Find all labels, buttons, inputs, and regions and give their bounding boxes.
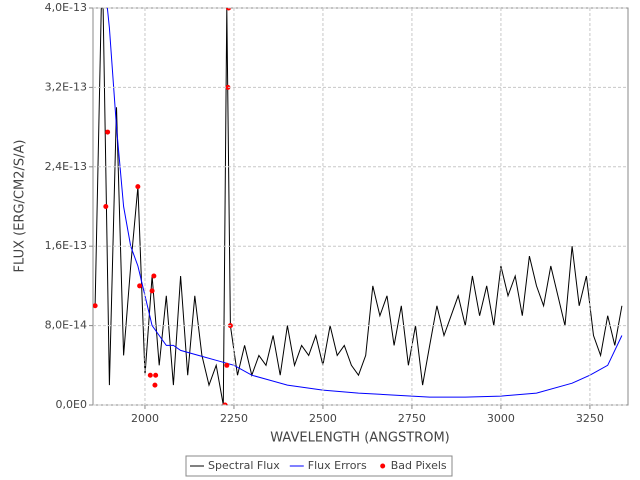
bad-pixel bbox=[226, 8, 232, 11]
bad-pixel bbox=[149, 288, 155, 294]
x-tick-label: 2750 bbox=[398, 412, 426, 425]
bad-pixel bbox=[222, 402, 228, 405]
y-tick-label: 3,2E-13 bbox=[45, 80, 87, 93]
x-tick-label: 3250 bbox=[576, 412, 604, 425]
plot bbox=[93, 8, 623, 405]
legend bbox=[185, 455, 453, 477]
y-tick-label: 0,0E0 bbox=[56, 398, 87, 411]
legend-label: Spectral Flux bbox=[208, 459, 280, 472]
bad-pixel bbox=[153, 372, 159, 378]
x-tick-label: 2250 bbox=[220, 412, 248, 425]
y-axis-title: FLUX (ERG/CM2/S/A) bbox=[13, 140, 28, 273]
bad-pixel bbox=[105, 129, 111, 135]
x-tick-label: 3000 bbox=[487, 412, 515, 425]
y-tick-label: 2,4E-13 bbox=[45, 160, 87, 173]
y-tick-label: 8,0E-14 bbox=[45, 319, 87, 332]
bad-pixel bbox=[224, 362, 230, 368]
bad-pixel bbox=[147, 372, 153, 378]
x-tick-label: 2500 bbox=[309, 412, 337, 425]
bad-pixel bbox=[137, 283, 143, 289]
bad-pixel bbox=[103, 204, 109, 209]
legend-label: Bad Pixels bbox=[391, 459, 447, 472]
legend-marker bbox=[380, 463, 386, 469]
y-tick-label: 4,0E-13 bbox=[45, 1, 87, 14]
plot-area bbox=[92, 7, 629, 406]
y-tick-label: 1,6E-13 bbox=[45, 239, 87, 252]
bad-pixel bbox=[151, 273, 157, 279]
bad-pixel bbox=[225, 84, 231, 90]
legend-label: Flux Errors bbox=[308, 459, 367, 472]
x-axis-title: WAVELENGTH (ANGSTROM) bbox=[270, 431, 449, 446]
bad-pixel bbox=[135, 184, 141, 190]
series-line bbox=[95, 8, 623, 398]
bad-pixel bbox=[93, 303, 98, 309]
x-tick-label: 2000 bbox=[131, 412, 159, 425]
bad-pixel bbox=[152, 382, 158, 388]
